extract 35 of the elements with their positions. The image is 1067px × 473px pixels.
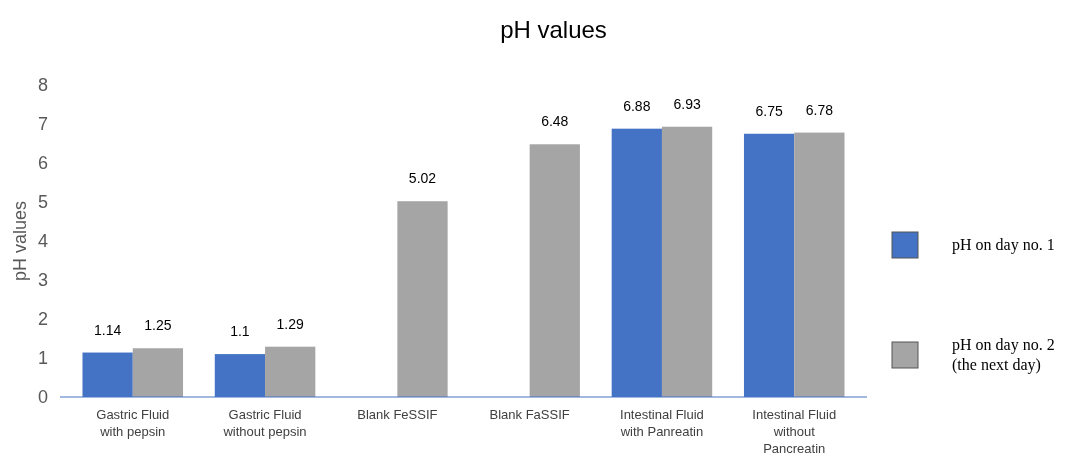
y-tick-label: 5 <box>37 192 48 213</box>
bar <box>265 346 316 397</box>
y-tick-label: 7 <box>37 114 48 135</box>
x-tick-label: Gastric Fluid without pepsin <box>222 407 307 439</box>
y-tick-label: 0 <box>37 387 48 408</box>
legend-label: pH on day no. 2 (the next day) <box>952 336 1055 374</box>
y-tick-label: 8 <box>37 75 48 96</box>
data-label: 1.14 <box>94 321 122 338</box>
x-tick-label: Blank FaSSIF <box>489 407 570 422</box>
y-axis-title: pH values <box>10 200 30 282</box>
y-tick-label: 3 <box>37 270 48 291</box>
y-tick-label: 6 <box>37 153 48 174</box>
data-label: 6.88 <box>623 97 651 114</box>
data-label: 6.93 <box>673 95 701 112</box>
x-tick-label: Gastric Fluid with pepsin <box>96 407 170 439</box>
data-label: 6.75 <box>755 102 783 119</box>
bar <box>132 348 184 397</box>
x-tick-label: Blank FeSSIF <box>357 407 438 422</box>
data-label: 5.02 <box>408 170 437 187</box>
x-tick-label: Intestinal Fluid with Panreatin <box>619 407 704 439</box>
data-label: 6.78 <box>805 101 834 118</box>
x-tick-label: Intestinal Fluid without Pancreatin <box>752 407 837 456</box>
data-label: 1.25 <box>144 317 172 334</box>
legend-label: pH on day no. 1 <box>952 236 1055 254</box>
data-label: 1.1 <box>230 323 250 340</box>
y-tick-label: 1 <box>37 348 48 369</box>
chart-title: pH values <box>500 16 607 43</box>
data-label: 1.29 <box>276 315 305 332</box>
data-label: 6.48 <box>541 113 569 130</box>
y-tick-label: 2 <box>37 309 48 330</box>
bar <box>529 144 580 397</box>
bar <box>397 201 448 397</box>
y-tick-label: 4 <box>37 231 48 252</box>
bar <box>794 132 845 397</box>
bar <box>661 126 713 397</box>
